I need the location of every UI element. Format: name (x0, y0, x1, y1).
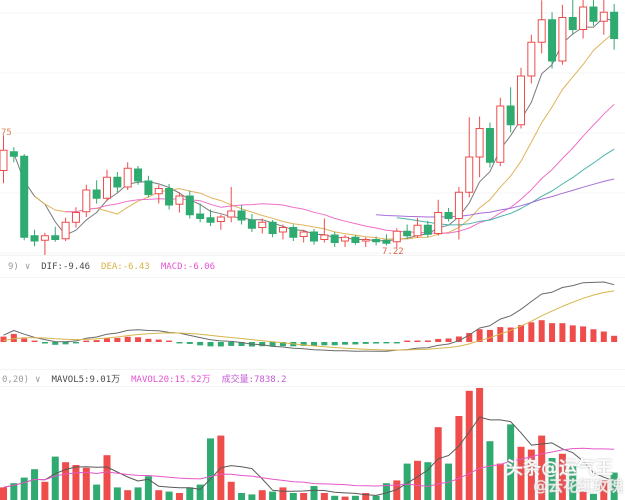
left-axis-price-label: 75 (1, 128, 12, 138)
macd-dif-dea-lines (3, 281, 615, 352)
mavol5-value: MAVOL5:9.01万 (51, 375, 121, 385)
macd-value: MACD:-6.06 (160, 262, 216, 272)
pane-separator (0, 386, 625, 387)
pane-separator (0, 277, 625, 278)
dif-value: DIF:-9.46 (41, 262, 91, 272)
volume-pane[interactable] (0, 387, 625, 500)
mavol20-value: MAVOL20:15.52万 (131, 375, 211, 385)
turnover-value: 成交量:7838.2 (221, 375, 287, 385)
pane-separator (0, 255, 625, 256)
volume-indicator-row: 0,20) ∨ MAVOL5:9.01万 MAVOL20:15.52万 成交量:… (0, 372, 625, 388)
volume-ma-lines (3, 416, 615, 496)
candlestick-layer (0, 0, 619, 255)
dea-value: DEA:-6.43 (101, 262, 150, 272)
macd-dropdown-caret[interactable]: ∨ (24, 262, 31, 272)
macd-params-truncated: 9) (8, 262, 19, 272)
volume-bars-layer (0, 388, 618, 500)
macd-indicator-row: 9) ∨ DIF:-9.46 DEA:-6.43 MACD:-6.06 (0, 259, 625, 275)
vol-dropdown-caret[interactable]: ∨ (35, 375, 41, 385)
low-price-label: 7.22 (382, 247, 404, 257)
pane-separator (0, 369, 625, 370)
macd-histogram-layer (0, 320, 618, 347)
vol-params-truncated: 0,20) (2, 375, 30, 385)
main-price-pane[interactable] (0, 0, 625, 255)
macd-pane[interactable] (0, 278, 625, 370)
